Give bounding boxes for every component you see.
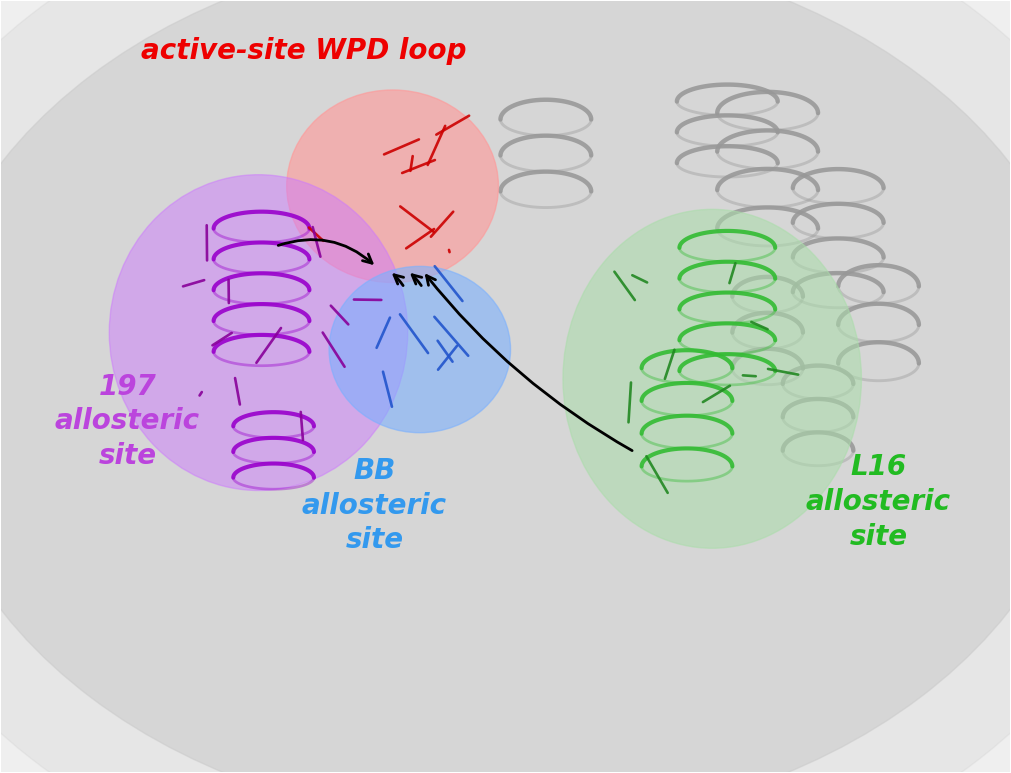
Ellipse shape [329,267,511,433]
Text: 197
allosteric
site: 197 allosteric site [55,373,200,470]
Text: L16
allosteric
site: L16 allosteric site [806,454,951,550]
Ellipse shape [287,90,498,282]
Ellipse shape [109,175,407,491]
Text: active-site WPD loop: active-site WPD loop [142,37,467,66]
Text: BB
allosteric
site: BB allosteric site [302,458,447,554]
Ellipse shape [563,209,861,548]
